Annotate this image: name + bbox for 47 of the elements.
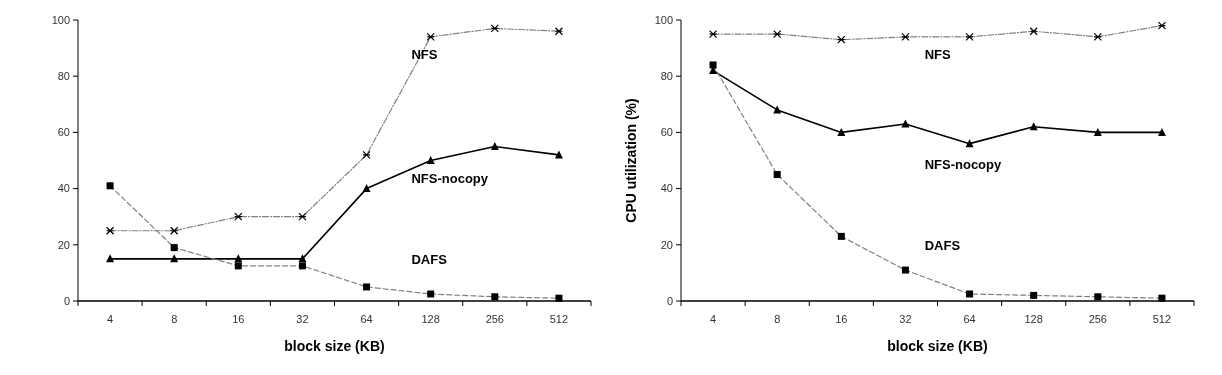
series-label: NFS [411, 47, 438, 63]
point [298, 254, 307, 263]
series-label: DAFS [411, 252, 448, 268]
point [362, 184, 371, 193]
x-tick-label: 64 [360, 313, 373, 325]
x-axis-title: block size (KB) [887, 338, 988, 354]
point [426, 156, 435, 164]
y-tick-label: 20 [660, 238, 673, 251]
x-tick-label: 64 [963, 313, 976, 325]
x-tick-label: 32 [296, 313, 309, 325]
series-label: NFS-nocopy [411, 170, 489, 186]
y-tick-label: 80 [660, 70, 673, 83]
y-axis-title: CPU utilization (%) [623, 98, 639, 223]
point [490, 141, 499, 150]
point [837, 127, 846, 136]
y-tick-label: 60 [660, 126, 673, 139]
x-tick-label: 128 [1024, 313, 1043, 325]
x-tick-label: 256 [1088, 313, 1107, 325]
y-tick-label: 60 [57, 126, 70, 139]
x-tick-label: 512 [1152, 313, 1172, 325]
series-label: DAFS [924, 238, 961, 254]
x-tick-label: 8 [774, 313, 781, 325]
x-tick-label: 512 [549, 313, 569, 325]
x-tick-label: 4 [107, 313, 114, 325]
x-tick-label: 32 [899, 313, 912, 325]
x-tick-label: 128 [421, 313, 440, 325]
y-tick-label: 100 [51, 13, 70, 26]
series-label: NFS-nocopy [924, 156, 1002, 172]
y-tick-label: 40 [660, 182, 673, 195]
y-tick-label: 0 [63, 294, 70, 307]
x-tick-label: 16 [835, 313, 848, 325]
y-tick-label: 40 [57, 182, 70, 195]
point [1093, 127, 1102, 136]
x-tick-label: 4 [710, 313, 717, 325]
y-tick-label: 80 [57, 70, 70, 83]
point [1157, 127, 1166, 136]
point [965, 139, 974, 148]
y-tick-label: 20 [57, 238, 70, 251]
x-tick-label: 16 [232, 313, 245, 325]
series-label: NFS [924, 47, 951, 63]
x-tick-label: 256 [485, 313, 504, 325]
x-tick-label: 8 [171, 313, 178, 325]
point [554, 150, 563, 159]
x-axis-title: block size (KB) [284, 338, 385, 354]
point [106, 254, 115, 263]
y-tick-label: 0 [666, 294, 673, 307]
y-tick-label: 100 [654, 13, 673, 26]
